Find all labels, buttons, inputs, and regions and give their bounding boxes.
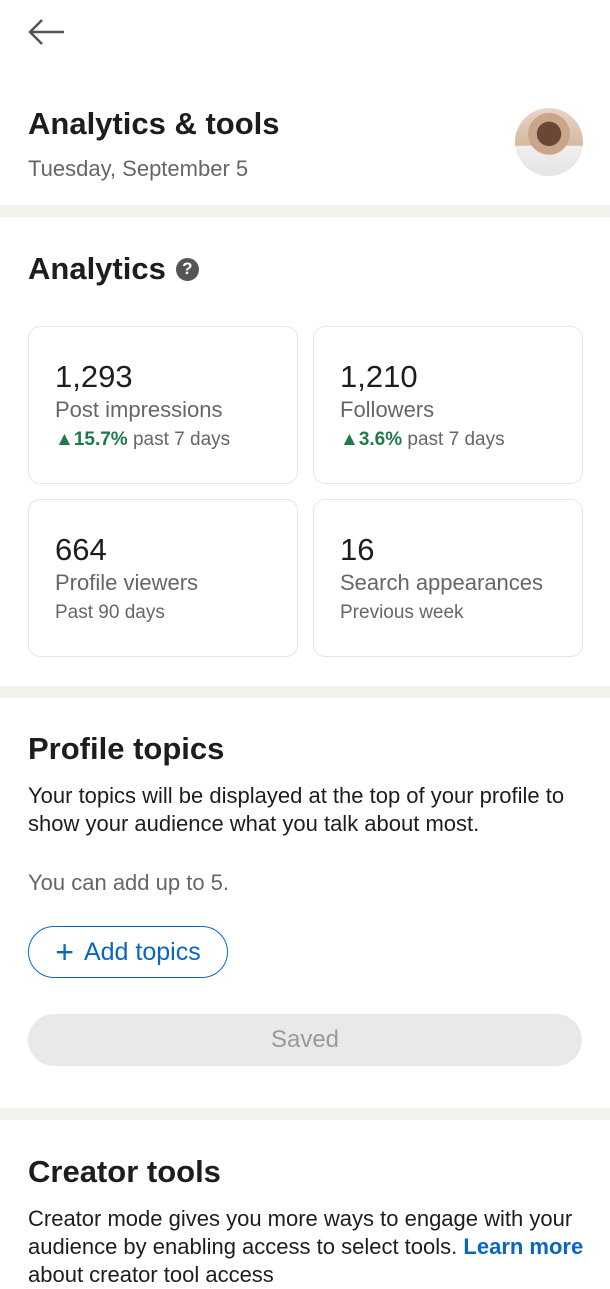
- saved-button: Saved: [28, 1014, 582, 1066]
- add-topics-label: Add topics: [83, 937, 201, 966]
- saved-label: Saved: [270, 1026, 340, 1053]
- card-value: 1,210: [340, 359, 418, 394]
- followers-card[interactable]: 1,210 Followers ▲3.6% past 7 days: [313, 326, 583, 484]
- card-label: Followers: [340, 397, 435, 422]
- back-button[interactable]: [26, 16, 66, 48]
- card-change: ▲15.7% past 7 days: [55, 429, 231, 450]
- section-divider: [0, 1108, 610, 1120]
- card-label: Search appearances: [340, 570, 544, 595]
- section-divider: [0, 686, 610, 698]
- card-value: 1,293: [55, 359, 133, 394]
- card-label: Profile viewers: [55, 570, 199, 595]
- question-circle-icon[interactable]: ?: [175, 257, 199, 281]
- card-period: Previous week: [340, 602, 464, 623]
- card-period: Past 90 days: [55, 602, 165, 623]
- add-topics-button[interactable]: + Add topics: [28, 926, 228, 978]
- card-change: ▲3.6% past 7 days: [340, 429, 505, 450]
- plus-icon: +: [55, 934, 74, 970]
- avatar[interactable]: [515, 108, 583, 176]
- search-appearances-card[interactable]: 16 Search appearances Previous week: [313, 499, 583, 657]
- learn-more-rest: about creator tool access: [28, 1262, 274, 1287]
- analytics-title: Analytics: [28, 251, 166, 286]
- profile-viewers-card[interactable]: 664 Profile viewers Past 90 days: [28, 499, 298, 657]
- card-value: 16: [340, 532, 375, 567]
- learn-more-link[interactable]: Learn more: [463, 1234, 584, 1259]
- topics-limit: You can add up to 5.: [28, 870, 230, 895]
- creator-tools-title: Creator tools: [28, 1154, 221, 1189]
- topics-description: Your topics will be displayed at the top…: [28, 783, 565, 836]
- post-impressions-card[interactable]: 1,293 Post impressions ▲15.7% past 7 day…: [28, 326, 298, 484]
- profile-topics-title: Profile topics: [28, 731, 225, 766]
- page-title: Analytics & tools: [28, 106, 280, 141]
- card-label: Post impressions: [55, 397, 223, 422]
- analytics-heading: Analytics ?: [28, 251, 199, 287]
- arrow-left-icon: [28, 19, 64, 45]
- section-divider: [0, 205, 610, 217]
- creator-description: Creator mode gives you more ways to enga…: [28, 1205, 588, 1289]
- card-value: 664: [55, 532, 107, 567]
- creator-description-text: Creator mode gives you more ways to enga…: [28, 1206, 573, 1259]
- date: Tuesday, September 5: [28, 156, 249, 181]
